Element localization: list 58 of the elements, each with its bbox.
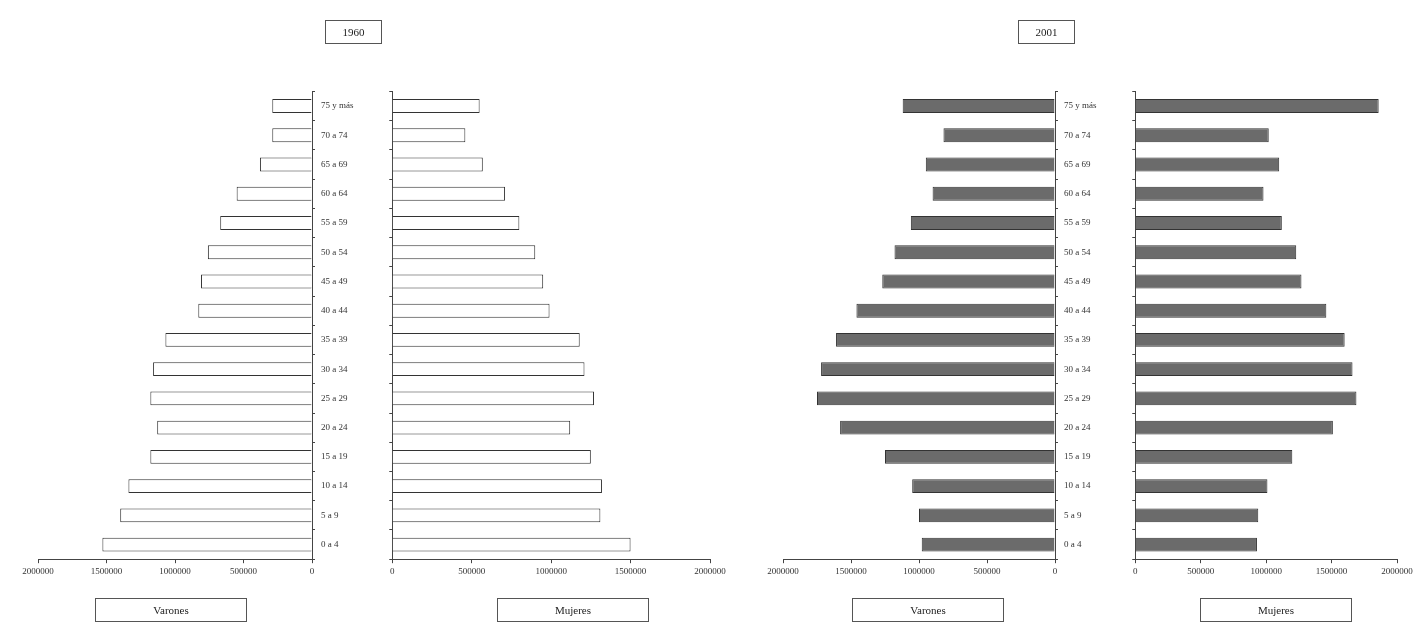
y-tick-label: 35 a 39: [1064, 334, 1091, 345]
x-tick-label: 2000000: [22, 565, 55, 576]
y-tick-label: 55 a 59: [321, 217, 348, 228]
y-tick-label: 60 a 64: [1064, 188, 1091, 199]
x-tick-label: 500000: [230, 565, 258, 576]
y-tick-label: 15 a 19: [1064, 451, 1091, 462]
y-tick-label: 60 a 64: [321, 188, 348, 199]
y-tick-label: 15 a 19: [321, 451, 348, 462]
x-tick-label: 2000000: [694, 565, 727, 576]
y-tick-label: 75 y más: [1064, 100, 1097, 111]
y-tick-label: 25 a 29: [321, 392, 348, 403]
y-tick-label: 30 a 34: [1064, 363, 1091, 374]
y-tick-label: 50 a 54: [321, 246, 348, 257]
y-tick-label: 40 a 44: [1064, 305, 1091, 316]
y-tick-label: 45 a 49: [321, 275, 348, 286]
y-tick-label: 55 a 59: [1064, 217, 1091, 228]
y-tick-label: 75 y más: [321, 100, 354, 111]
y-tick-label: 20 a 24: [1064, 421, 1091, 432]
x-tick-label: 1000000: [535, 565, 568, 576]
x-tick-label: 500000: [973, 565, 1001, 576]
y-tick-label: 30 a 34: [321, 363, 348, 374]
y-tick-label: 25 a 29: [1064, 392, 1091, 403]
chart-title: 2001: [1018, 20, 1075, 44]
y-tick-label: 20 a 24: [321, 421, 348, 432]
y-tick-label: 10 a 14: [1064, 480, 1091, 491]
x-tick-label: 1000000: [903, 565, 936, 576]
x-tick-label: 1500000: [1315, 565, 1348, 576]
y-tick-label: 5 a 9: [321, 509, 339, 520]
y-tick-label: 70 a 74: [1064, 129, 1091, 140]
x-tick-label: 0: [390, 565, 395, 576]
x-tick-label: 0: [309, 565, 315, 576]
y-tick-label: 5 a 9: [1064, 509, 1082, 520]
y-tick-label: 65 a 69: [1064, 158, 1091, 169]
x-axis-title: Mujeres: [1200, 598, 1352, 622]
y-tick-label: 70 a 74: [321, 129, 348, 140]
x-tick-label: 1000000: [1250, 565, 1283, 576]
y-tick-label: 50 a 54: [1064, 246, 1091, 257]
x-axis-title: Varones: [95, 598, 247, 622]
x-axis-title: Mujeres: [497, 598, 649, 622]
y-tick-label: 35 a 39: [321, 334, 348, 345]
y-tick-label: 40 a 44: [321, 305, 348, 316]
text: 1960: [325, 20, 382, 44]
y-tick-label: 65 a 69: [321, 158, 348, 169]
x-axis-title: Varones: [852, 598, 1004, 622]
x-tick-label: 500000: [1187, 565, 1215, 576]
x-tick-label: 1500000: [90, 565, 123, 576]
x-tick-label: 2000000: [767, 565, 800, 576]
x-tick-label: 0: [1133, 565, 1138, 576]
x-tick-label: 1000000: [159, 565, 192, 576]
y-tick-label: 0 a 4: [1064, 538, 1082, 549]
x-tick-label: 1500000: [835, 565, 868, 576]
x-tick-label: 500000: [458, 565, 486, 576]
x-tick-label: 0: [1052, 565, 1058, 576]
y-tick-label: 45 a 49: [1064, 275, 1091, 286]
x-tick-label: 1500000: [614, 565, 647, 576]
y-tick-label: 0 a 4: [321, 538, 339, 549]
y-tick-label: 10 a 14: [321, 480, 348, 491]
x-tick-label: 2000000: [1381, 565, 1414, 576]
